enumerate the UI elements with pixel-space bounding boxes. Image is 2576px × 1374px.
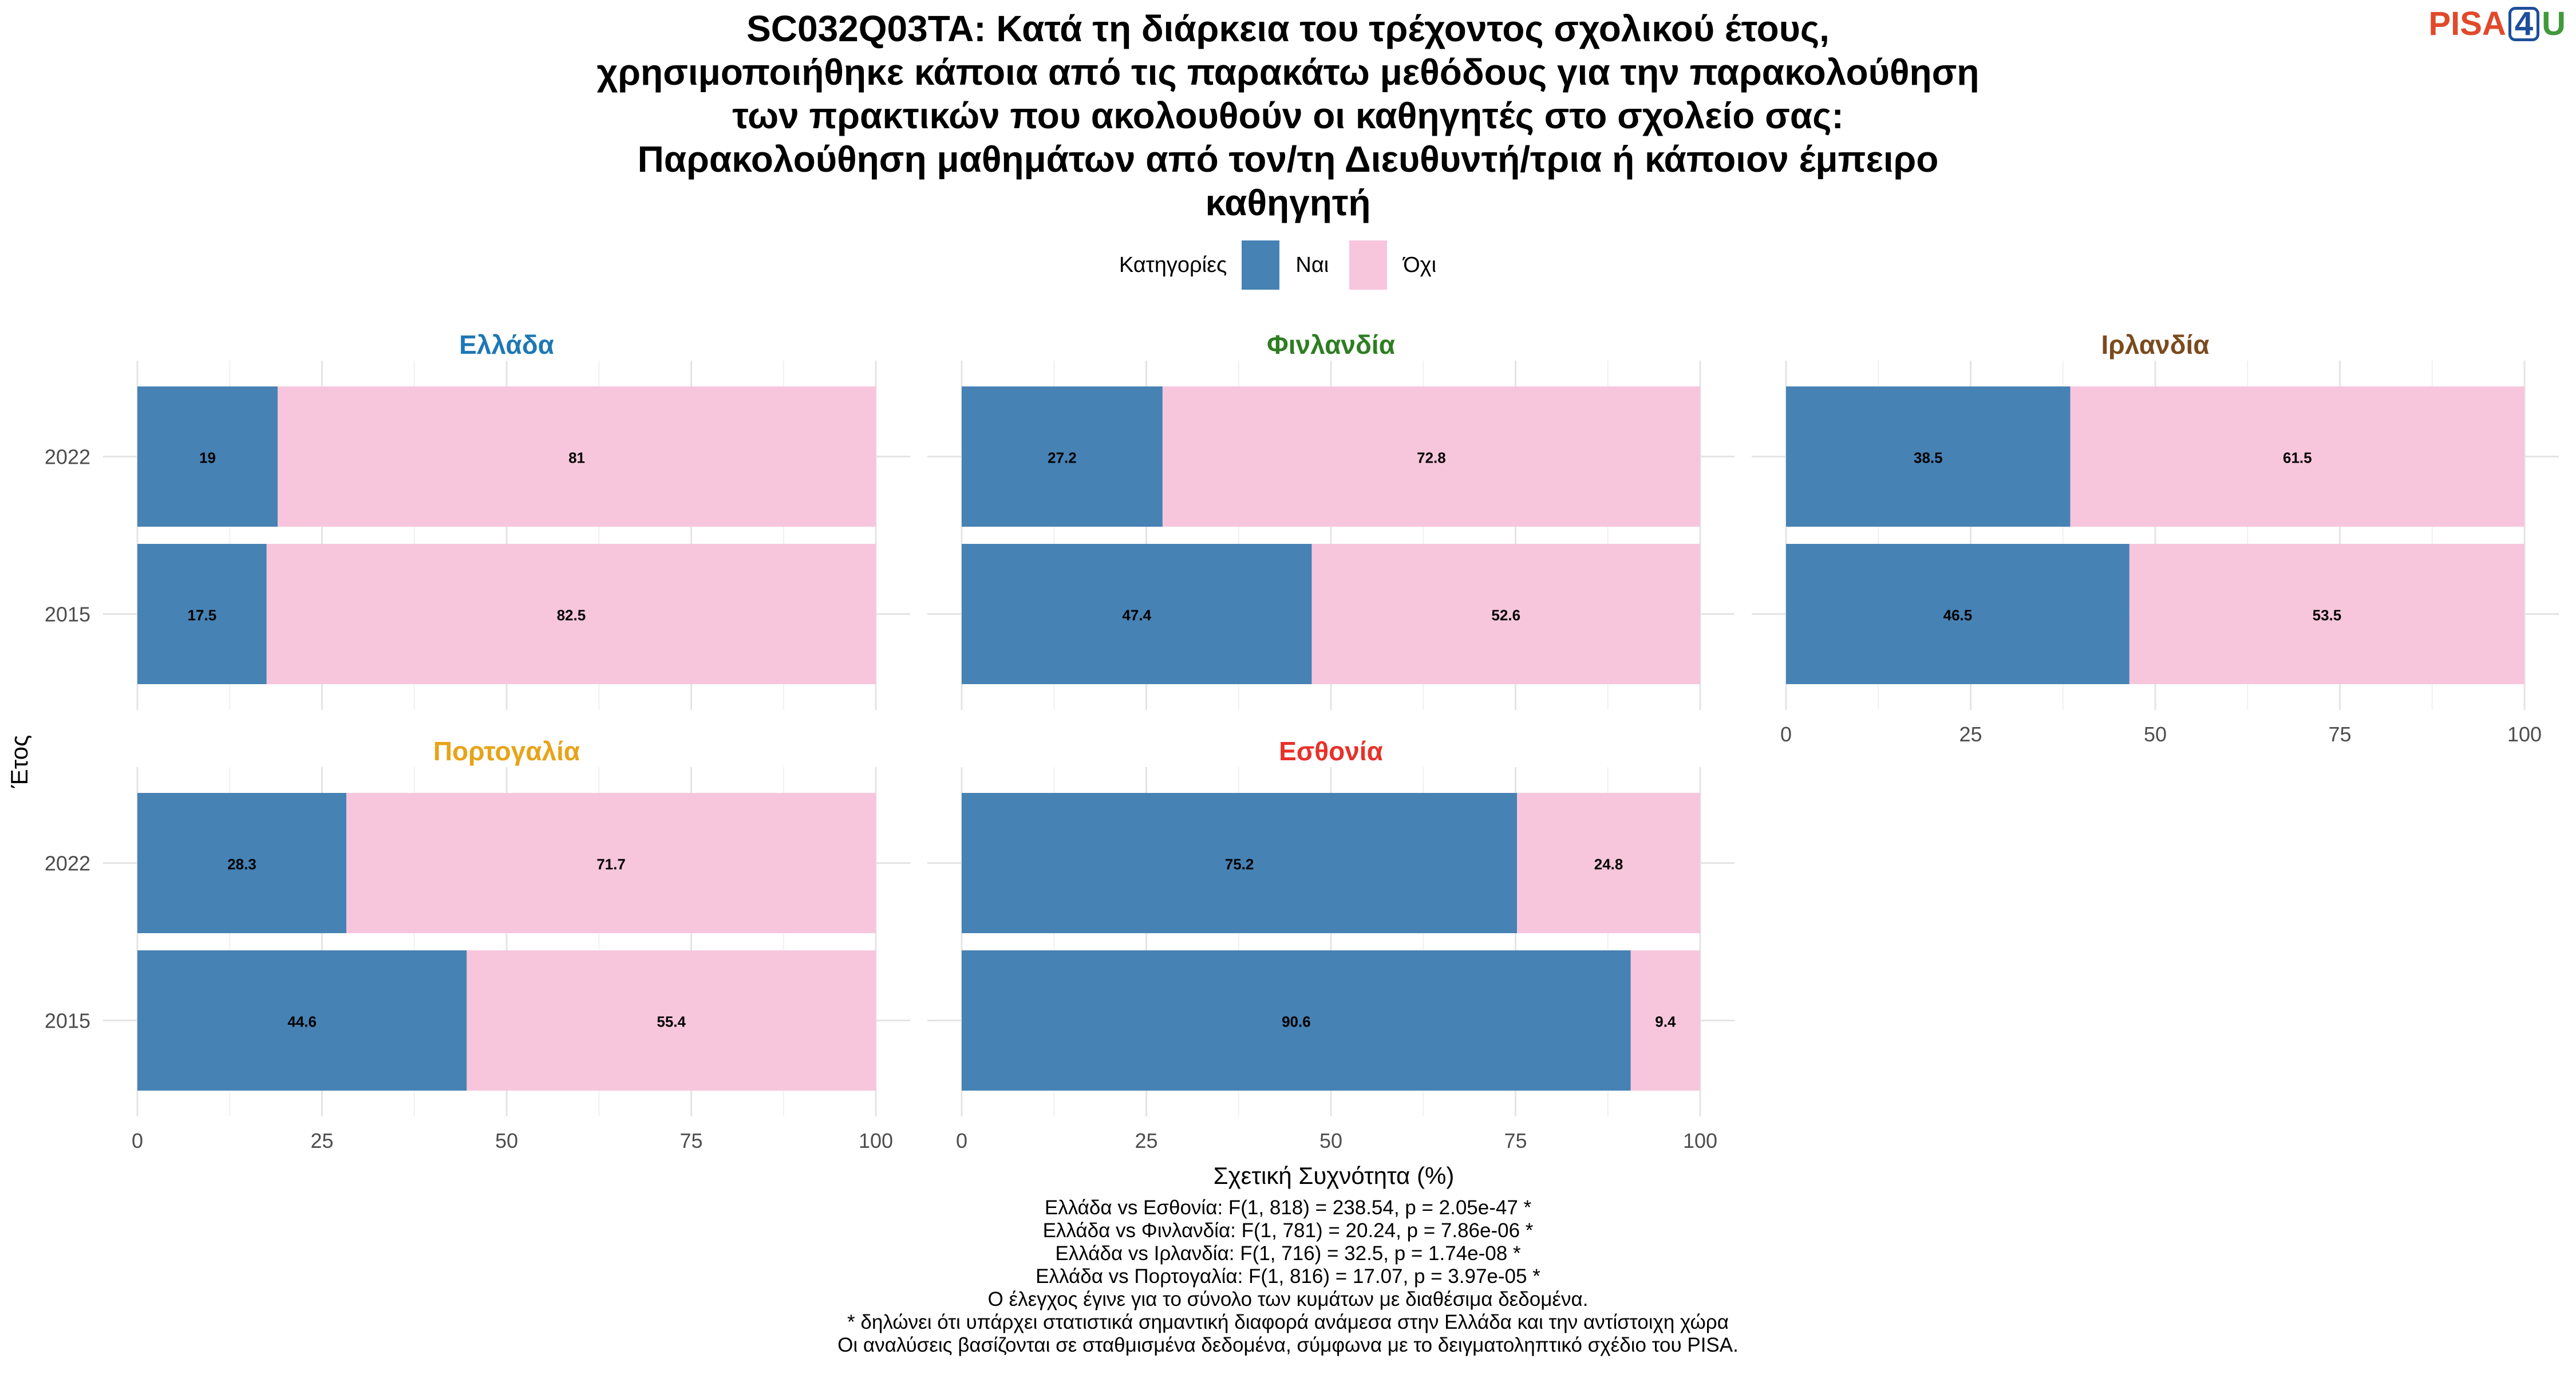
x-tick-label: 75 bbox=[679, 1129, 702, 1152]
title-line: των πρακτικών που ακολουθούν οι καθηγητέ… bbox=[732, 95, 1844, 136]
bar-segment bbox=[266, 544, 876, 684]
data-label: 24.8 bbox=[1594, 856, 1623, 873]
y-tick-label: 2022 bbox=[45, 852, 90, 875]
bar-segment bbox=[278, 386, 876, 527]
data-label: 53.5 bbox=[2313, 607, 2342, 624]
data-label: 28.3 bbox=[227, 856, 256, 873]
legend-label-yes: Ναι bbox=[1295, 252, 1329, 277]
facet-title: Πορτογαλία bbox=[433, 736, 580, 766]
x-tick-label: 25 bbox=[310, 1129, 333, 1152]
data-label: 17.5 bbox=[188, 607, 217, 624]
data-label: 71.7 bbox=[596, 856, 626, 873]
legend-swatch-yes bbox=[1242, 240, 1280, 290]
data-label: 55.4 bbox=[657, 1013, 686, 1030]
footnote-line: Ο έλεγχος έγινε για το σύνολο των κυμάτω… bbox=[987, 1288, 1589, 1310]
bar-segment bbox=[1517, 793, 1700, 933]
x-tick-label: 0 bbox=[956, 1129, 967, 1152]
bar-segment bbox=[1162, 386, 1700, 527]
bar-segment bbox=[137, 544, 267, 684]
data-label: 44.6 bbox=[287, 1013, 317, 1030]
x-tick-label: 75 bbox=[2328, 722, 2351, 746]
y-tick-label: 2022 bbox=[45, 445, 90, 469]
data-label: 90.6 bbox=[1282, 1013, 1311, 1030]
y-tick-label: 2015 bbox=[45, 603, 90, 626]
bar-segment bbox=[962, 544, 1312, 684]
chart-title: SC032Q03TA: Κατά τη διάρκεια του τρέχοντ… bbox=[0, 7, 2576, 224]
x-tick-label: 100 bbox=[2507, 722, 2542, 746]
bar-segment bbox=[137, 793, 347, 933]
legend-title: Κατηγορίες bbox=[1119, 252, 1227, 277]
footnote-line: Ελλάδα vs Ιρλανδία: F(1, 716) = 32.5, p … bbox=[1055, 1242, 1521, 1265]
legend-item-no: Όχι bbox=[1349, 240, 1436, 290]
bar-segment bbox=[1786, 544, 2129, 684]
data-label: 61.5 bbox=[2283, 449, 2312, 467]
data-label: 27.2 bbox=[1048, 449, 1077, 467]
x-tick-label: 0 bbox=[1780, 722, 1792, 746]
x-axis-title: Σχετική Συχνότητα (%) bbox=[1214, 1162, 1455, 1189]
bar-segment bbox=[1630, 950, 1700, 1091]
logo-pisa-text: PISA bbox=[2428, 5, 2506, 42]
facet-title: Ιρλανδία bbox=[2101, 330, 2209, 360]
bar-segment bbox=[2129, 544, 2524, 684]
data-label: 19 bbox=[199, 449, 216, 467]
facet-title: Ελλάδα bbox=[459, 330, 554, 360]
bar-segment bbox=[346, 793, 876, 933]
legend-swatch-no bbox=[1349, 240, 1388, 290]
data-label: 47.4 bbox=[1122, 607, 1151, 624]
y-axis-title: Έτος bbox=[6, 735, 33, 789]
x-tick-label: 50 bbox=[2144, 722, 2167, 746]
footnote-line: Ελλάδα vs Πορτογαλία: F(1, 816) = 17.07,… bbox=[1036, 1265, 1540, 1288]
data-label: 82.5 bbox=[557, 607, 586, 624]
x-tick-label: 25 bbox=[1135, 1129, 1157, 1152]
x-tick-label: 75 bbox=[1504, 1129, 1527, 1152]
bar-segment bbox=[1786, 386, 2071, 527]
bar-segment bbox=[962, 793, 1518, 933]
data-label: 81 bbox=[568, 449, 585, 467]
pisa4u-logo: PISA 4 U bbox=[2428, 6, 2566, 42]
legend-label-no: Όχι bbox=[1403, 252, 1437, 277]
legend: Κατηγορίες Ναι Όχι bbox=[0, 240, 2576, 290]
footnote-line: Ελλάδα vs Φινλανδία: F(1, 781) = 20.24, … bbox=[1042, 1219, 1534, 1242]
x-tick-label: 100 bbox=[859, 1129, 893, 1152]
footnote-line: Οι αναλύσεις βασίζονται σε σταθμισμένα δ… bbox=[837, 1334, 1739, 1356]
data-label: 38.5 bbox=[1914, 449, 1943, 467]
x-tick-label: 50 bbox=[495, 1129, 518, 1152]
footnote-line: Ελλάδα vs Εσθονία: F(1, 818) = 238.54, p… bbox=[1044, 1197, 1532, 1219]
x-tick-label: 0 bbox=[132, 1129, 143, 1152]
bar-segment bbox=[2070, 386, 2524, 527]
title-line: SC032Q03TA: Κατά τη διάρκεια του τρέχοντ… bbox=[746, 8, 1830, 49]
title-line: καθηγητή bbox=[1205, 182, 1371, 223]
data-label: 52.6 bbox=[1491, 607, 1520, 624]
logo-u-text: U bbox=[2542, 5, 2566, 42]
logo-four-badge: 4 bbox=[2508, 7, 2540, 41]
data-label: 9.4 bbox=[1655, 1013, 1676, 1030]
bar-segment bbox=[1311, 544, 1700, 684]
facet-title: Φινλανδία bbox=[1267, 330, 1395, 360]
footnote-line: * δηλώνει ότι υπάρχει στατιστικά σημαντι… bbox=[847, 1311, 1729, 1333]
bar-segment bbox=[137, 386, 278, 527]
facet-title: Εσθονία bbox=[1279, 736, 1383, 766]
footnotes: Ελλάδα vs Εσθονία: F(1, 818) = 238.54, p… bbox=[0, 1197, 2576, 1357]
title-line: Παρακολούθηση μαθημάτων από τον/τη Διευθ… bbox=[637, 139, 1939, 180]
bar-segment bbox=[962, 950, 1631, 1091]
x-tick-label: 25 bbox=[1959, 722, 1982, 746]
data-label: 72.8 bbox=[1417, 449, 1446, 467]
title-line: χρησιμοποιήθηκε κάποια από τις παρακάτω … bbox=[596, 52, 1980, 93]
data-label: 75.2 bbox=[1225, 856, 1254, 873]
bar-segment bbox=[137, 950, 467, 1091]
bar-segment bbox=[467, 950, 876, 1091]
bar-segment bbox=[962, 386, 1163, 527]
data-label: 46.5 bbox=[1943, 607, 1973, 624]
legend-item-yes: Ναι bbox=[1242, 240, 1329, 290]
y-tick-label: 2015 bbox=[45, 1009, 90, 1033]
x-tick-label: 100 bbox=[1683, 1129, 1717, 1152]
x-tick-label: 50 bbox=[1319, 1129, 1342, 1152]
